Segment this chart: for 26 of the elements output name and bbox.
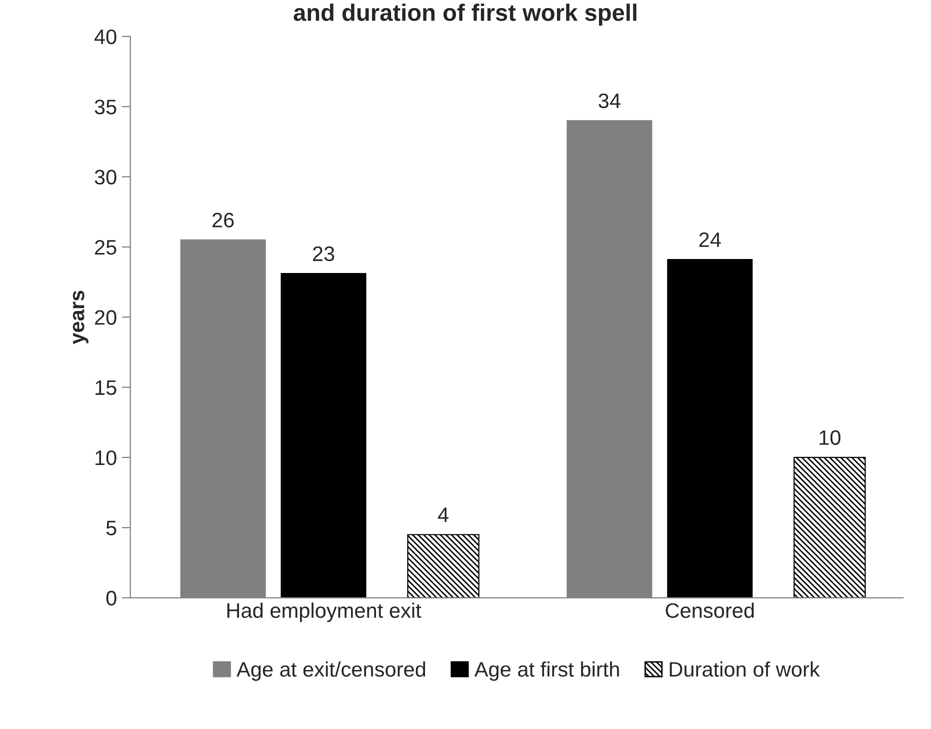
bar (407, 534, 480, 598)
y-tick-label: 0 (106, 590, 116, 606)
legend-label: Age at exit/censored (236, 661, 426, 681)
chart-title: and duration of first work spell (294, 4, 636, 26)
y-tick-label: 25 (95, 240, 116, 255)
data-label: 23 (312, 246, 334, 262)
y-tick-label: 20 (95, 310, 116, 325)
y-axis-title: years (72, 290, 88, 344)
data-label: 4 (438, 508, 448, 522)
bar (667, 259, 753, 598)
y-tick-label: 15 (96, 380, 116, 396)
data-label: 26 (212, 212, 234, 228)
x-tick-label: Censored (666, 602, 754, 618)
data-label: 10 (820, 430, 840, 445)
legend-label: Age at first birth (474, 661, 619, 681)
y-tick-label: 35 (94, 100, 116, 114)
y-tick-label: 10 (96, 450, 116, 466)
bar (280, 273, 366, 598)
y-tick-label: 5 (106, 520, 116, 536)
data-label: 34 (598, 93, 620, 108)
y-tick-label: 30 (94, 170, 116, 185)
bar (794, 456, 866, 598)
x-tick-label: Had employment exit (227, 602, 422, 622)
data-label: 24 (699, 232, 721, 247)
y-tick-label: 40 (94, 29, 116, 44)
legend-label: Duration of work (670, 661, 820, 677)
